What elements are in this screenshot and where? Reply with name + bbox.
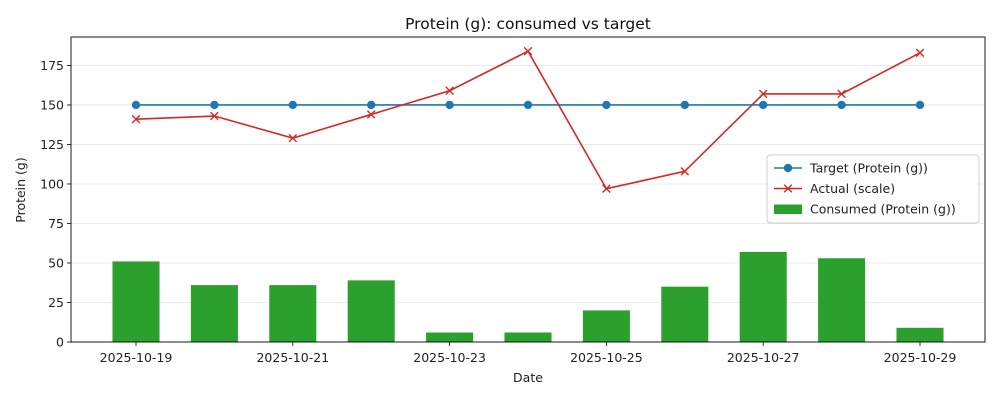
- x-tick-label: 2025-10-19: [100, 350, 173, 365]
- marker-stroke: [523, 46, 533, 56]
- y-tick-label: 175: [40, 58, 64, 73]
- y-tick-label: 125: [40, 137, 64, 152]
- data-point: [366, 110, 376, 119]
- data-point: [602, 184, 611, 194]
- bar: [739, 251, 787, 342]
- plot-frame: [70, 36, 986, 343]
- legend: Target (Protein (g)) Actual (scale) Consum…: [766, 154, 980, 224]
- bar: [661, 286, 709, 342]
- y-axis-label: Protein (g): [13, 157, 28, 222]
- axes: [70, 36, 986, 343]
- bar: [269, 285, 317, 342]
- y-ticks: 0 25 50 75 100 125 150 175: [40, 58, 71, 350]
- marker-stroke: [837, 89, 846, 99]
- marker-stroke: [131, 114, 141, 124]
- x-tick-label: 2025-10-21: [256, 350, 329, 365]
- legend-marker: [783, 184, 793, 193]
- y-tick-label: 50: [48, 255, 64, 270]
- legend-box: [766, 154, 980, 224]
- x-tick-label: 2025-10-23: [413, 350, 486, 365]
- marker-stroke: [680, 167, 690, 176]
- x-ticks: 2025-10-19 2025-10-21 2025-10-23 2025-10-25…: [100, 342, 957, 365]
- x-tick-label: 2025-10-25: [570, 350, 643, 365]
- data-point: [759, 100, 768, 110]
- marker-stroke: [288, 133, 298, 143]
- marker-stroke: [366, 110, 376, 119]
- legend-entry: Consumed (Protein (g)): [774, 202, 956, 217]
- legend-entry: Actual (scale): [774, 181, 895, 196]
- data-point: [288, 100, 297, 110]
- bar: [190, 285, 238, 342]
- data-point: [915, 100, 925, 110]
- marker-stroke: [602, 184, 611, 194]
- marker-stroke: [445, 86, 454, 96]
- data-point: [837, 100, 846, 110]
- legend-label: Consumed (Protein (g)): [810, 202, 956, 217]
- line-series: [131, 46, 925, 194]
- bar: [818, 258, 866, 342]
- data-point: [523, 46, 533, 56]
- data-point: [367, 100, 376, 110]
- marker-stroke: [758, 89, 768, 99]
- legend-entry: Target (Protein (g)): [774, 161, 928, 176]
- bar: [504, 332, 552, 342]
- legend-label: Target (Protein (g)): [809, 161, 928, 176]
- bar-series: [112, 251, 944, 342]
- x-tick-label: 2025-10-27: [727, 350, 800, 365]
- data-point: [602, 100, 611, 110]
- x-axis-label: Date: [513, 370, 543, 385]
- marker-stroke: [915, 48, 925, 58]
- y-tick-label: 0: [56, 335, 64, 350]
- y-tick-label: 25: [48, 295, 64, 310]
- data-point: [131, 114, 141, 124]
- y-tick-label: 75: [48, 216, 64, 231]
- data-point: [210, 111, 219, 121]
- data-point: [131, 100, 141, 110]
- legend-label: Actual (scale): [810, 181, 895, 196]
- bar: [112, 261, 160, 342]
- bar: [582, 310, 630, 342]
- y-tick-label: 100: [40, 176, 64, 191]
- data-point: [288, 133, 298, 143]
- data-point: [210, 100, 219, 110]
- bar: [426, 332, 474, 342]
- data-point: [837, 89, 846, 99]
- marker-stroke: [210, 111, 219, 121]
- y-tick-label: 150: [40, 97, 64, 112]
- legend-marker: [783, 163, 793, 173]
- data-point: [445, 100, 454, 110]
- legend-swatch: [774, 204, 802, 214]
- data-point: [758, 89, 768, 99]
- data-point: [445, 86, 454, 96]
- x-tick-label: 2025-10-29: [884, 350, 957, 365]
- data-point: [680, 167, 690, 176]
- data-point: [915, 48, 925, 58]
- data-point: [680, 100, 689, 110]
- data-point: [523, 100, 533, 110]
- bar: [896, 327, 944, 342]
- bar: [347, 280, 395, 342]
- chart-title: Protein (g): consumed vs target: [405, 15, 651, 33]
